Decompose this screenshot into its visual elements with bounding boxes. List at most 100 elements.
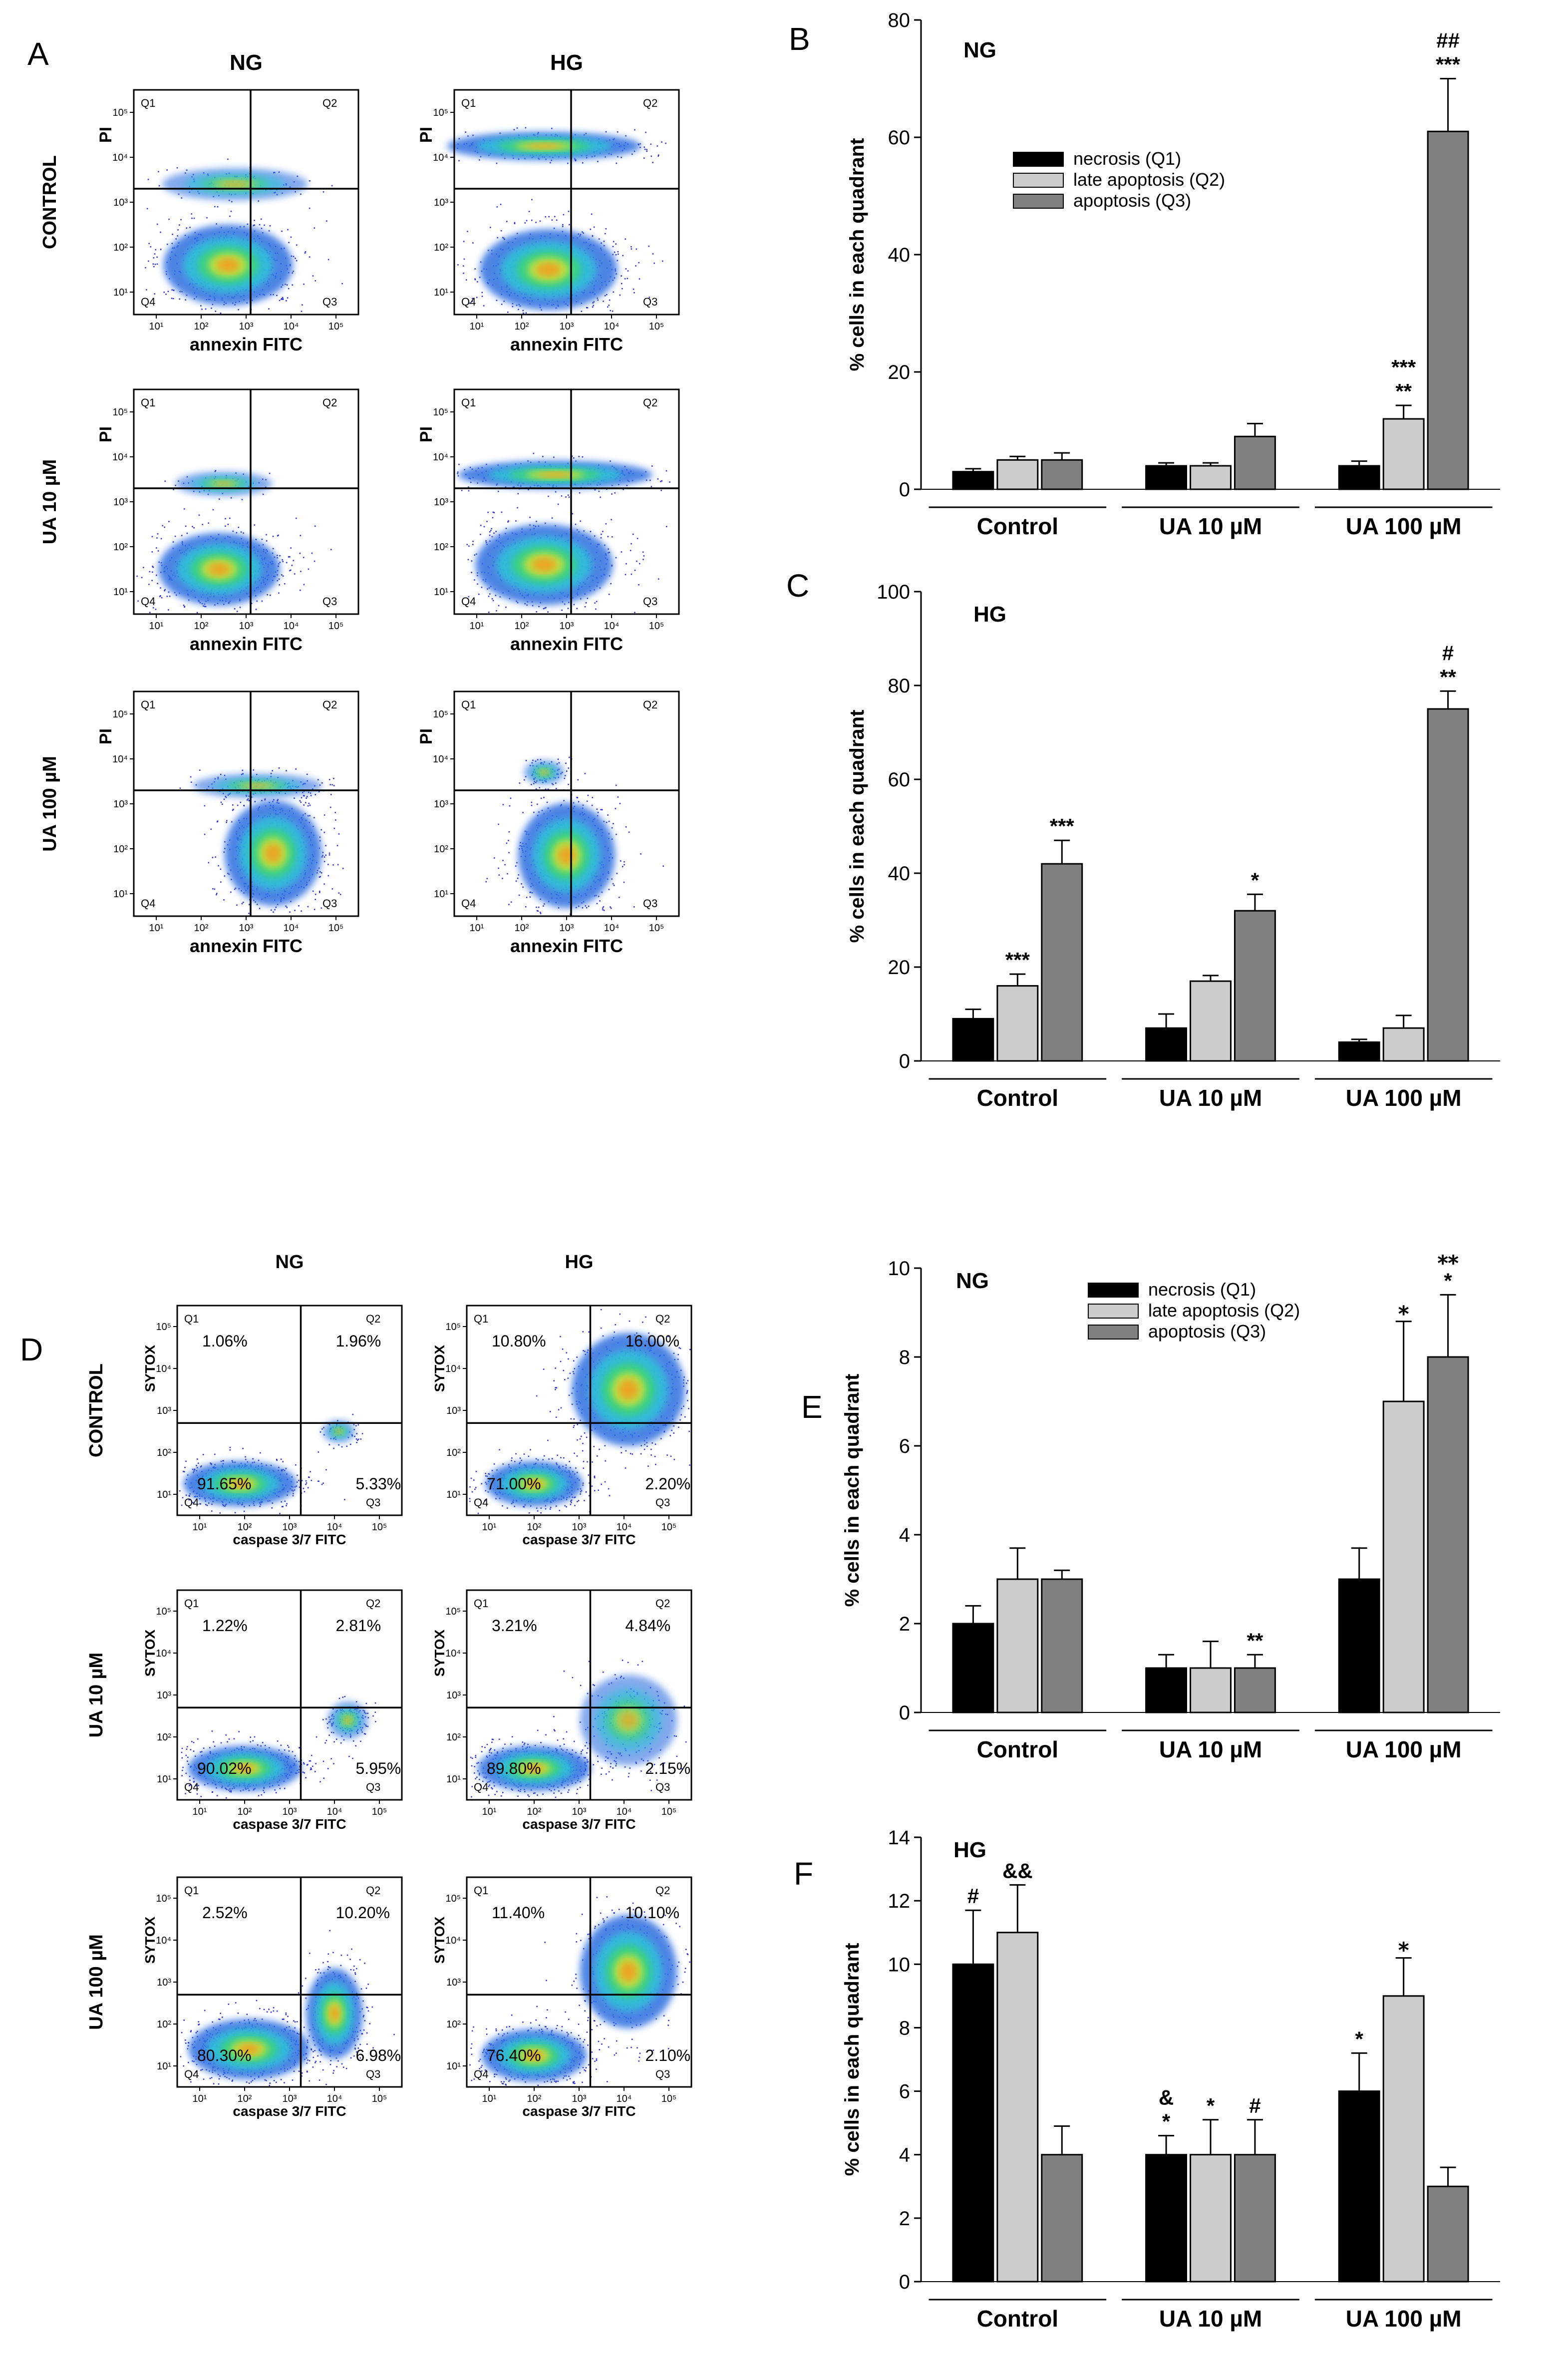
legend-label: late apoptosis (Q2) — [1073, 169, 1225, 190]
quadrant-label: Q1 — [461, 97, 476, 109]
y-tick-label: 60 — [888, 769, 911, 791]
x-tick-label: 10⁵ — [649, 321, 664, 332]
y-tick-label: 10¹ — [113, 889, 128, 900]
scatter-plot: Q1 Q2 Q3 Q4 10¹ 10¹ 10² 10² 10³ 10³ 10⁴ 10⁴ 10⁵ 10⁵ an… — [417, 89, 680, 354]
y-tick-label: 10² — [446, 1447, 461, 1458]
y-tick-label: 10³ — [446, 1405, 461, 1416]
x-tick-label: 10⁵ — [372, 2093, 387, 2104]
quadrant-label: Q4 — [474, 1496, 488, 1509]
y-axis-label: % cells in each quadrant — [841, 1374, 863, 1607]
event-cloud — [485, 756, 664, 915]
quadrant-percentage: 16.00% — [626, 1332, 680, 1350]
quadrant-label: Q3 — [322, 296, 337, 308]
bar — [996, 459, 1039, 490]
panel-letter: D — [20, 1332, 43, 1367]
y-tick-label: 10³ — [113, 799, 128, 810]
event-cloud — [136, 470, 332, 614]
scatter-plot: Q1 Q2 Q3 Q4 2.52% 10.20% 80.30% 6.98% 10¹ 10¹ 10² 1… — [142, 1876, 403, 2119]
legend-label: necrosis (Q1) — [1148, 1279, 1256, 1300]
y-tick-label: 10³ — [434, 497, 448, 508]
bar — [996, 1932, 1039, 2283]
bar — [1041, 863, 1083, 1062]
x-tick-label: 10² — [194, 621, 209, 632]
y-axis-label: SYTOX — [142, 1916, 158, 1964]
quadrant-label: Q1 — [461, 396, 476, 409]
y-tick-label: 10¹ — [157, 1489, 171, 1500]
quadrant-label: Q4 — [141, 296, 155, 308]
x-tick-label: 10³ — [560, 621, 574, 632]
chart-title: HG — [973, 602, 1006, 627]
event-cloud — [179, 1413, 363, 1514]
y-tick-label: 10¹ — [113, 587, 128, 598]
panel-letter: F — [794, 1856, 813, 1892]
flow-panel-A: A NG HG CONTROL Q1 Q2 Q3 Q4 10¹ 10¹ 10² 10² 10³ 10³ 10… — [27, 36, 680, 956]
bar — [1190, 980, 1232, 1062]
y-tick-label: 10³ — [157, 1977, 171, 1988]
event-cloud — [469, 1896, 690, 2086]
y-tick-label: 10⁴ — [445, 1648, 461, 1659]
y-tick-label: 10³ — [446, 1690, 461, 1701]
quadrant-label: Q2 — [366, 1313, 380, 1325]
bar-chart-C: C 0 20 40 60 80 100 % cells in each quadrant HG *… — [786, 568, 1500, 1111]
legend-swatch — [1013, 152, 1064, 167]
x-tick-label: 10² — [515, 621, 529, 632]
y-axis-label: SYTOX — [432, 1345, 447, 1392]
x-axis-label: caspase 3/7 FITC — [522, 1816, 635, 1832]
flow-panel-D: D NG HG CONTROL Q1 Q2 Q3 Q4 1.06% 1.96% 91.65% 5.33… — [20, 1252, 692, 2119]
column-header: HG — [550, 50, 583, 75]
y-tick-label: 10³ — [446, 1977, 461, 1988]
bar — [1190, 1667, 1232, 1713]
significance-mark: ** — [1247, 1629, 1263, 1652]
y-tick-label: 10⁴ — [445, 1363, 461, 1374]
x-axis-label: caspase 3/7 FITC — [233, 1532, 346, 1547]
y-tick-label: 10⁴ — [445, 1935, 461, 1946]
x-tick-label: 10¹ — [149, 621, 164, 632]
quadrant-label: Q1 — [474, 1313, 488, 1325]
bar — [1145, 1667, 1188, 1713]
quadrant-percentage: 1.22% — [202, 1617, 248, 1635]
x-tick-label: 10⁴ — [604, 923, 620, 934]
x-tick-label: 10⁵ — [328, 621, 344, 632]
y-tick-label: 2 — [899, 1613, 910, 1635]
x-tick-label: 10⁴ — [617, 1522, 632, 1533]
quadrant-label: Q1 — [141, 698, 155, 711]
y-tick-label: 10⁴ — [112, 152, 128, 163]
x-tick-label: 10³ — [239, 621, 254, 632]
legend-swatch — [1013, 173, 1064, 188]
x-axis-label: annexin FITC — [510, 334, 623, 354]
significance-mark: * — [1162, 2110, 1171, 2133]
y-tick-label: 10⁵ — [445, 1322, 461, 1333]
y-tick-label: 40 — [888, 244, 911, 266]
quadrant-percentage: 89.80% — [487, 1759, 541, 1777]
category-label: Control — [977, 1736, 1059, 1762]
x-tick-label: 10² — [515, 321, 529, 332]
event-cloud — [457, 452, 670, 614]
row-label: UA 10 µM — [39, 459, 60, 544]
y-tick-label: 8 — [899, 2017, 910, 2039]
y-tick-label: 0 — [899, 1050, 910, 1072]
quadrant-percentage: 76.40% — [487, 2046, 541, 2064]
bar — [1338, 1041, 1380, 1062]
x-tick-label: 10² — [515, 923, 529, 934]
quadrant-label: Q3 — [643, 296, 657, 308]
x-tick-label: 10³ — [283, 1806, 297, 1817]
quadrant-percentage: 2.20% — [645, 1475, 691, 1493]
x-tick-label: 10³ — [560, 923, 574, 934]
bar — [1145, 465, 1188, 490]
quadrant-percentage: 91.65% — [197, 1475, 252, 1493]
y-tick-label: 10⁵ — [112, 107, 128, 118]
x-tick-label: 10² — [527, 1522, 542, 1533]
quadrant-label: Q3 — [366, 1496, 380, 1509]
y-tick-label: 10¹ — [434, 889, 448, 900]
event-cloud — [469, 1309, 691, 1514]
y-tick-label: 40 — [888, 863, 911, 885]
y-tick-label: 80 — [888, 675, 911, 697]
x-tick-label: 10⁴ — [617, 1806, 632, 1817]
y-tick-label: 10¹ — [157, 1774, 171, 1785]
y-tick-label: 10¹ — [446, 1489, 461, 1500]
x-tick-label: 10⁴ — [284, 321, 299, 332]
x-axis-label: annexin FITC — [510, 936, 623, 956]
quadrant-percentage: 6.98% — [356, 2046, 401, 2064]
bar — [952, 471, 994, 490]
